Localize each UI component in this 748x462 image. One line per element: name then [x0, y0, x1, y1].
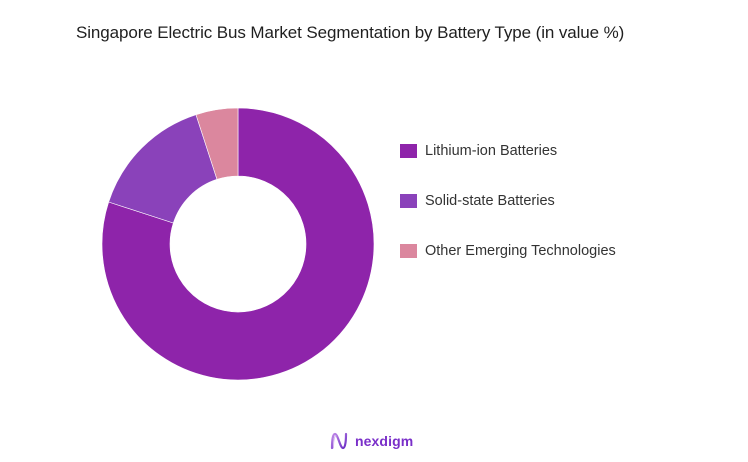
donut-slice-solid-state-batteries — [108, 114, 218, 224]
legend-item-solid-state: Solid-state Batteries — [400, 191, 555, 211]
legend-label: Solid-state Batteries — [425, 193, 555, 209]
brand-name: nexdigm — [355, 433, 414, 449]
legend-swatch — [400, 144, 417, 158]
donut-slice-lithium-ion-batteries — [101, 107, 375, 381]
chart-title: Singapore Electric Bus Market Segmentati… — [76, 23, 625, 42]
brand-logo: nexdigm — [329, 430, 413, 452]
legend-label: Lithium-ion Batteries — [425, 143, 558, 159]
legend-label: Other Emerging Technologies — [425, 243, 616, 259]
donut-slice-other-emerging-technologies — [195, 107, 239, 180]
nexdigm-logo-icon — [330, 432, 348, 450]
legend-item-lithium-ion: Lithium-ion Batteries — [400, 141, 557, 161]
legend-swatch — [400, 244, 417, 258]
legend-item-other-emerging: Other Emerging Technologies — [400, 241, 616, 261]
legend-swatch — [400, 194, 417, 208]
